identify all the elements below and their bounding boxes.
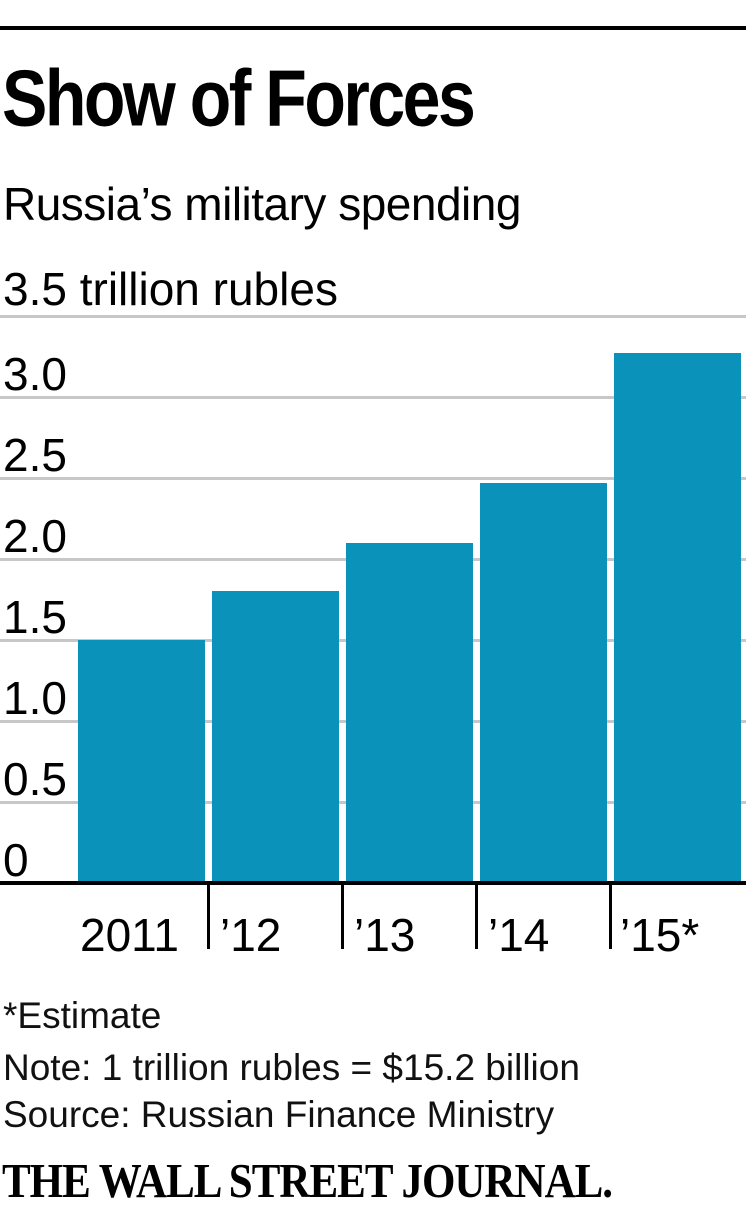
bar-15 (614, 353, 741, 883)
chart-subtitle: Russia’s military spending (3, 178, 521, 230)
top-rule (0, 26, 746, 30)
y-axis-unit-label: 3.5 trillion rubles (3, 263, 338, 315)
x-tick-label: ’15* (620, 909, 700, 961)
gridline (0, 315, 746, 318)
x-tick-label: 2011 (80, 909, 179, 961)
wsj-masthead: THE WALL STREET JOURNAL. (2, 1155, 613, 1208)
y-tick-label: 1.0 (3, 672, 67, 724)
x-tick-label: ’13 (354, 909, 416, 961)
y-tick-label: 0.5 (3, 753, 67, 805)
y-tick-label: 2.0 (3, 510, 67, 562)
x-tick (207, 885, 210, 949)
x-tick (609, 885, 612, 949)
bar-12 (212, 591, 339, 883)
y-tick-label: 1.5 (3, 591, 67, 643)
bar-2011 (78, 640, 205, 883)
gridline (0, 396, 746, 399)
x-tick-label: ’12 (220, 909, 282, 961)
y-tick-label: 0 (3, 834, 29, 886)
x-tick-label: ’14 (488, 909, 550, 961)
conversion-note: Note: 1 trillion rubles = $15.2 billion (3, 1047, 580, 1088)
gridline (0, 477, 746, 480)
x-tick (475, 885, 478, 949)
estimate-note: *Estimate (3, 995, 162, 1036)
source-line: Source: Russian Finance Ministry (3, 1094, 555, 1135)
bar-14 (480, 483, 607, 883)
y-tick-label: 3.0 (3, 348, 67, 400)
x-tick (341, 885, 344, 949)
y-tick-label: 2.5 (3, 429, 67, 481)
chart-title: Show of Forces (2, 53, 476, 143)
bar-13 (346, 543, 473, 883)
x-axis-line (0, 881, 746, 885)
